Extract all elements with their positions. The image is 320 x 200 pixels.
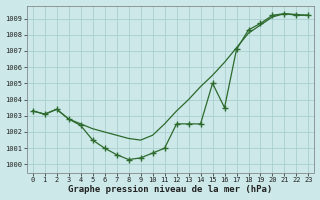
X-axis label: Graphe pression niveau de la mer (hPa): Graphe pression niveau de la mer (hPa) xyxy=(68,185,273,194)
